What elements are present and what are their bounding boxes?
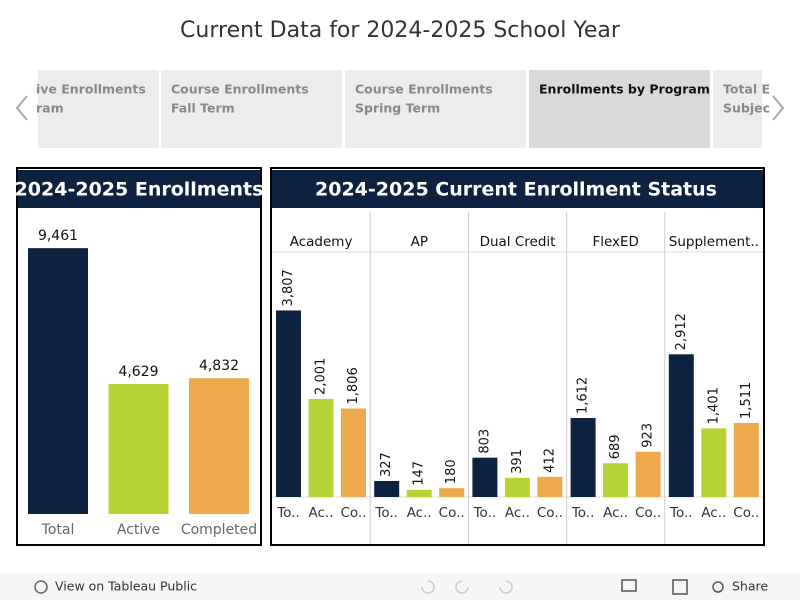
- bar: [504, 477, 530, 497]
- tab-label: Spring Term: [355, 101, 440, 116]
- value-label: 147: [412, 461, 427, 486]
- value-label: 327: [379, 452, 394, 477]
- value-label: 391: [510, 449, 525, 474]
- x-tick-label: To..: [473, 505, 497, 521]
- bar: [276, 310, 301, 497]
- bar: [108, 383, 169, 514]
- value-label: 1,612: [576, 377, 591, 414]
- value-label: 923: [641, 423, 656, 448]
- tab[interactable]: [161, 70, 342, 148]
- x-tick-label: To..: [276, 505, 300, 521]
- tab[interactable]: [345, 70, 526, 148]
- facet-label: Dual Credit: [480, 234, 556, 250]
- x-tick-label: To..: [571, 505, 595, 521]
- download-icon[interactable]: [621, 579, 637, 592]
- fullscreen-icon[interactable]: [672, 579, 688, 595]
- bar: [603, 463, 629, 497]
- x-tick-label: Total: [41, 522, 75, 538]
- value-label: 1,511: [739, 382, 754, 419]
- x-tick-label: Ac..: [505, 505, 530, 521]
- tab-label: Subjec: [723, 101, 770, 116]
- panel-header: [18, 170, 260, 208]
- x-tick-label: Ac..: [308, 505, 333, 521]
- tab[interactable]: [38, 70, 159, 148]
- bar: [701, 428, 727, 497]
- bar: [472, 457, 498, 497]
- bar: [570, 418, 596, 497]
- x-tick-label: Co..: [635, 505, 661, 521]
- tab-label: ive Enrollments: [36, 82, 146, 97]
- x-tick-label: Ac..: [603, 505, 628, 521]
- chart-title: 2024-2025 Current Enrollment Status: [315, 179, 717, 201]
- tab-label: ram: [36, 101, 64, 116]
- facet-label: FlexED: [592, 234, 639, 250]
- bar: [374, 480, 400, 497]
- dashboard-title: Current Data for 2024-2025 School Year: [180, 18, 621, 43]
- x-tick-label: Co..: [439, 505, 465, 521]
- x-tick-label: Co..: [537, 505, 563, 521]
- bar: [537, 476, 563, 497]
- value-label: 4,629: [118, 364, 158, 380]
- x-tick-label: Completed: [181, 522, 257, 538]
- x-tick-label: Ac..: [701, 505, 726, 521]
- tab-label: Fall Term: [171, 101, 235, 116]
- bar: [28, 248, 88, 514]
- value-label: 1,401: [706, 387, 721, 424]
- facet-label: Academy: [290, 234, 353, 250]
- facet-label: AP: [411, 234, 428, 250]
- bar: [733, 422, 759, 497]
- value-label: 412: [542, 448, 557, 473]
- x-tick-label: To..: [669, 505, 693, 521]
- bar: [406, 489, 432, 497]
- x-tick-label: To..: [374, 505, 398, 521]
- bar: [308, 398, 334, 497]
- value-label: 4,832: [199, 358, 239, 374]
- tab-label: Course Enrollments: [171, 82, 309, 97]
- chart-title: 2024-2025 Enrollments: [15, 179, 264, 201]
- x-tick-label: Active: [117, 522, 160, 538]
- value-label: 2,912: [674, 313, 689, 350]
- share-button[interactable]: Share: [732, 579, 768, 594]
- panel-header: [272, 170, 763, 208]
- bar: [341, 408, 366, 497]
- tab-label: Enrollments by Program: [539, 82, 710, 97]
- tab-prev[interactable]: [15, 95, 28, 121]
- tab[interactable]: [713, 70, 762, 148]
- bar: [635, 451, 661, 497]
- tab[interactable]: [529, 70, 710, 148]
- tab-label: Total E: [723, 82, 770, 97]
- value-label: 1,806: [346, 367, 361, 404]
- tableau-icon: [34, 580, 48, 594]
- value-label: 803: [477, 429, 492, 454]
- value-label: 3,807: [281, 269, 296, 306]
- value-label: 180: [444, 459, 459, 484]
- bar: [439, 488, 465, 497]
- x-tick-label: Co..: [733, 505, 759, 521]
- x-tick-label: Co..: [340, 505, 366, 521]
- x-tick-label: Ac..: [407, 505, 432, 521]
- bar: [668, 354, 694, 497]
- bar: [189, 378, 249, 514]
- tab-label: Course Enrollments: [355, 82, 493, 97]
- toolbar: [0, 573, 800, 600]
- view-link[interactable]: View on Tableau Public: [55, 579, 197, 594]
- facet-label: Supplement..: [669, 234, 759, 250]
- share-icon[interactable]: [712, 581, 724, 593]
- value-label: 689: [608, 434, 623, 459]
- tab-next[interactable]: [772, 95, 785, 121]
- undo-redo-icons[interactable]: [421, 580, 513, 594]
- value-label: 9,461: [38, 228, 78, 244]
- value-label: 2,001: [314, 358, 329, 395]
